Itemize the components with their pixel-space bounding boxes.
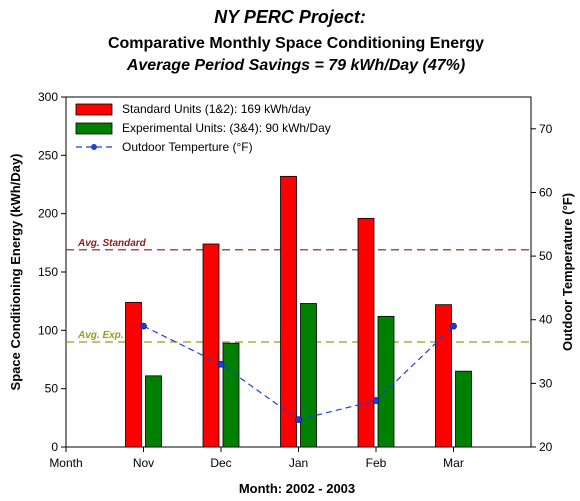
y2-tick-label-0: 20 (539, 440, 553, 454)
y-tick-label-2: 100 (38, 323, 58, 337)
temperature-point-nov (140, 322, 147, 330)
plot-area: 0 50 100 150 200 250 300 20 30 40 50 60 70 Month Nov De… (38, 90, 553, 470)
y2-tick-label-4: 60 (539, 185, 553, 199)
bar-experimental-feb (377, 315, 395, 448)
x-tick-label-0: Month (49, 456, 82, 470)
y-axis-label: Space Conditioning Energy (kWh/Day) (8, 154, 23, 391)
x-tick-label-1: Nov (133, 456, 154, 470)
y-tick-label-4: 200 (38, 207, 58, 221)
legend-label-0: Standard Units (1&2): 169 kWh/day (122, 102, 311, 116)
reference-line-label-1: Avg. Exp. (77, 330, 124, 341)
bar-experimental-dec (222, 342, 240, 448)
bar-experimental-jan (300, 303, 317, 448)
legend-label-2: Outdoor Temperture (°F) (122, 140, 253, 154)
legend-swatch-0 (75, 103, 113, 116)
bar-standard-nov (125, 301, 142, 448)
reference-line-label-0: Avg. Standard (77, 238, 147, 249)
y-tick-label-0: 0 (51, 440, 58, 454)
temperature-point-jan (295, 416, 302, 424)
temperature-point-mar (450, 322, 457, 330)
x-tick-label-5: Mar (443, 456, 464, 470)
temperature-point-dec (217, 360, 225, 368)
bar-experimental-mar (455, 370, 472, 448)
x-axis-label: Month: 2002 - 2003 (239, 481, 355, 496)
y2-axis-label: Outdoor Temperature (°F) (560, 193, 575, 351)
y2-tick-label-1: 30 (539, 376, 553, 390)
temperature-point-feb (372, 397, 380, 404)
x-tick-label-4: Feb (366, 456, 387, 470)
legend-label-1: Experimental Units: (3&4): 90 kWh/Day (122, 121, 331, 135)
legend-marker-2 (91, 144, 97, 150)
bar-standard-feb (357, 217, 375, 448)
y-tick-label-5: 250 (38, 148, 58, 162)
x-tick-label-3: Jan (289, 456, 308, 470)
chart-subtitle-2: Average Period Savings = 79 kWh/Day (47%… (126, 57, 465, 74)
chart-subtitle: Comparative Monthly Space Conditioning E… (108, 35, 484, 52)
bar-standard-jan (280, 175, 297, 448)
bar-experimental-nov (145, 375, 162, 448)
bar-standard-mar (435, 304, 452, 448)
y-tick-label-1: 50 (45, 382, 59, 396)
y2-tick-label-5: 70 (539, 122, 553, 136)
y-tick-label-3: 150 (38, 265, 58, 279)
chart-title: NY PERC Project: (214, 7, 366, 27)
y2-tick-label-2: 40 (539, 313, 553, 327)
legend-swatch-1 (75, 122, 113, 135)
y2-tick-label-3: 50 (539, 249, 553, 263)
bar-standard-dec (202, 243, 220, 448)
y-tick-label-6: 300 (38, 90, 58, 104)
x-tick-label-2: Dec (210, 456, 231, 470)
temperature-line (143, 325, 454, 421)
